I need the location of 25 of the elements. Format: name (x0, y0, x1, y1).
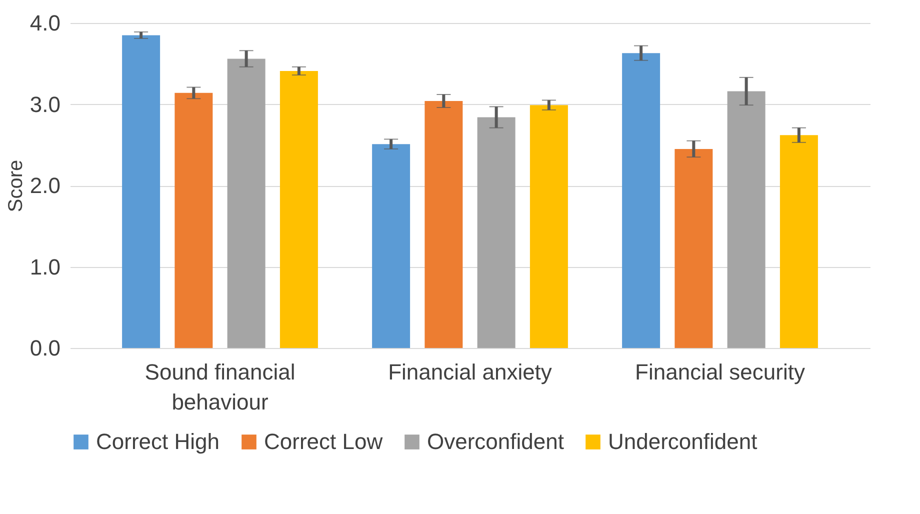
legend-label: Overconfident (427, 429, 564, 454)
bar (780, 135, 818, 348)
x-tick-label: Financial security (635, 360, 805, 384)
y-tick-label: 4.0 (30, 10, 60, 36)
legend-label: Correct High (96, 429, 220, 454)
bar (674, 148, 713, 348)
bar (280, 70, 318, 348)
bar (530, 105, 568, 348)
bar (227, 58, 266, 348)
x-tick-label: Financial anxiety (388, 360, 552, 384)
x-tick-label: Sound financial behaviour (144, 360, 296, 414)
bar (622, 53, 660, 348)
bar (477, 117, 516, 348)
bar (122, 35, 160, 348)
y-tick-label: 0.0 (30, 336, 60, 360)
y-tick-label: 3.0 (30, 92, 60, 117)
bar (174, 92, 213, 348)
y-axis-title: Score (4, 160, 27, 212)
bar (372, 144, 410, 348)
y-tick-label: 1.0 (30, 254, 60, 280)
bar (727, 91, 766, 348)
bar (424, 101, 463, 348)
legend-label: Underconfident (608, 429, 758, 454)
legend-label: Correct Low (264, 429, 383, 454)
y-tick-label: 2.0 (30, 173, 60, 198)
